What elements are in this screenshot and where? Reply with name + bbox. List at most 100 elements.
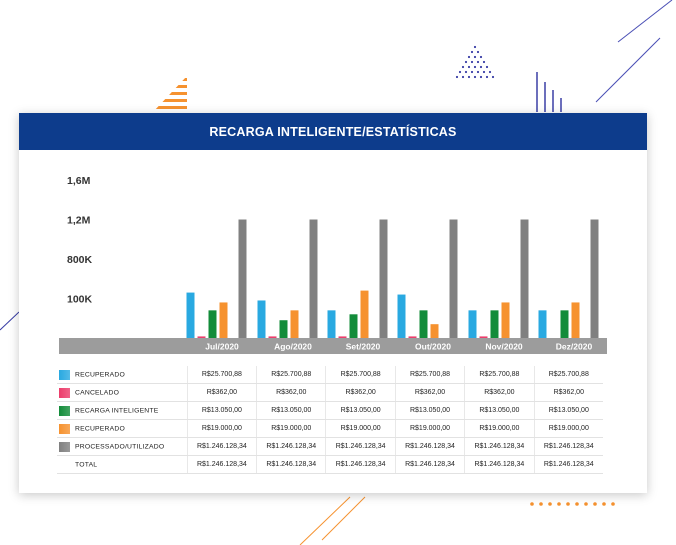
dot-pattern-decoration bbox=[455, 45, 495, 79]
bar bbox=[590, 219, 599, 338]
value-cell: R$1.246.128,34 bbox=[533, 437, 603, 456]
value-cell: R$1.246.128,34 bbox=[186, 437, 257, 456]
value-cell: R$25.700,88 bbox=[186, 366, 257, 384]
bar bbox=[449, 219, 458, 338]
value-cell: R$13.050,00 bbox=[533, 401, 603, 420]
table-row: PROCESSADO/UTILIZADO R$1.246.128,34 R$1.24… bbox=[57, 437, 603, 456]
value-cell: R$19.000,00 bbox=[394, 419, 465, 438]
bar bbox=[408, 336, 417, 338]
value-cell: R$362,00 bbox=[394, 383, 465, 402]
y-tick-label: 1,2M bbox=[67, 215, 91, 227]
bar bbox=[419, 310, 428, 338]
table-row: RECUPERADO R$25.700,88 R$25.700,88 R$25.700… bbox=[57, 366, 603, 384]
row-label-cell: RECUPERADO bbox=[57, 419, 188, 438]
bar bbox=[430, 324, 439, 338]
value-cell: R$25.700,88 bbox=[325, 366, 396, 384]
row-label-cell: TOTAL bbox=[57, 455, 188, 474]
legend-spacer bbox=[59, 460, 70, 470]
bar bbox=[560, 310, 569, 338]
value-cell: R$13.050,00 bbox=[325, 401, 396, 420]
bar bbox=[238, 219, 247, 338]
bar bbox=[571, 302, 580, 338]
value-cell: R$1.246.128,34 bbox=[533, 455, 603, 474]
value-cell: R$1.246.128,34 bbox=[325, 455, 396, 474]
value-cell: R$362,00 bbox=[325, 383, 396, 402]
bar bbox=[338, 336, 347, 338]
bar bbox=[468, 310, 477, 338]
value-cell: R$25.700,88 bbox=[394, 366, 465, 384]
x-tick-label: Ago/2020 bbox=[274, 342, 312, 352]
bar bbox=[219, 302, 228, 338]
y-tick-label: 800K bbox=[67, 254, 93, 266]
bar bbox=[257, 300, 266, 338]
bar bbox=[349, 314, 358, 338]
row-label-cell: PROCESSADO/UTILIZADO bbox=[57, 437, 188, 456]
value-cell: R$362,00 bbox=[464, 383, 535, 402]
table-row: RECARGA INTELIGENTE R$13.050,00 R$13.050,0… bbox=[57, 401, 603, 420]
x-tick-label: Set/2020 bbox=[346, 342, 381, 352]
legend-swatch bbox=[59, 387, 70, 398]
value-cell: R$19.000,00 bbox=[256, 419, 326, 438]
value-cell: R$25.700,88 bbox=[533, 366, 603, 384]
statistics-card: RECARGA INTELIGENTE/ESTATÍSTICAS 100K 800… bbox=[19, 113, 647, 493]
row-label: TOTAL bbox=[75, 461, 98, 468]
y-tick-label: 100K bbox=[67, 294, 93, 306]
data-table: RECUPERADO R$25.700,88 R$25.700,88 R$25.700… bbox=[57, 366, 603, 474]
value-cell: R$362,00 bbox=[533, 383, 603, 402]
card-title: RECARGA INTELIGENTE/ESTATÍSTICAS bbox=[209, 124, 457, 139]
x-tick-label: Dez/2020 bbox=[556, 342, 593, 352]
bar bbox=[538, 310, 547, 338]
value-cell: R$13.050,00 bbox=[464, 401, 535, 420]
row-label: RECUPERADO bbox=[75, 371, 125, 378]
value-cell: R$1.246.128,34 bbox=[464, 455, 535, 474]
value-cell: R$19.000,00 bbox=[325, 419, 396, 438]
orange-dots-decoration bbox=[530, 502, 615, 506]
value-cell: R$19.000,00 bbox=[533, 419, 603, 438]
value-cell: R$1.246.128,34 bbox=[256, 455, 326, 474]
x-tick-label: Nov/2020 bbox=[485, 342, 523, 352]
bar bbox=[268, 336, 277, 338]
bar bbox=[520, 219, 529, 338]
table-row: TOTAL R$1.246.128,34 R$1.246.128,34 R$1.246… bbox=[57, 455, 603, 474]
bar bbox=[290, 310, 299, 338]
bar bbox=[397, 294, 406, 338]
table-row: RECUPERADO R$19.000,00 R$19.000,00 R$19.000… bbox=[57, 419, 603, 438]
legend-swatch bbox=[59, 441, 70, 452]
row-label: RECARGA INTELIGENTE bbox=[75, 407, 159, 414]
row-label: PROCESSADO/UTILIZADO bbox=[75, 443, 165, 450]
row-label-cell: RECARGA INTELIGENTE bbox=[57, 401, 188, 420]
bar bbox=[501, 302, 510, 338]
value-cell: R$13.050,00 bbox=[394, 401, 465, 420]
value-cell: R$362,00 bbox=[186, 383, 257, 402]
value-cell: R$19.000,00 bbox=[186, 419, 257, 438]
value-cell: R$25.700,88 bbox=[464, 366, 535, 384]
table-row: CANCELADO R$362,00 R$362,00 R$362,00 R$362,0… bbox=[57, 383, 603, 402]
value-cell: R$1.246.128,34 bbox=[394, 437, 465, 456]
y-tick-label: 1,6M bbox=[67, 175, 91, 187]
card-header: RECARGA INTELIGENTE/ESTATÍSTICAS bbox=[19, 113, 647, 150]
bar-chart: 100K 800K 1,2M 1,6M Jul/2020 Ago/2020 Set/2020… bbox=[59, 175, 607, 354]
x-tick-label: Out/2020 bbox=[415, 342, 451, 352]
bar bbox=[490, 310, 499, 338]
value-cell: R$1.246.128,34 bbox=[256, 437, 326, 456]
bar bbox=[309, 219, 318, 338]
bar bbox=[208, 310, 217, 338]
row-label: CANCELADO bbox=[75, 389, 120, 396]
x-axis-band bbox=[59, 338, 607, 354]
value-cell: R$362,00 bbox=[256, 383, 326, 402]
value-cell: R$19.000,00 bbox=[464, 419, 535, 438]
legend-swatch bbox=[59, 423, 70, 434]
bar bbox=[360, 290, 369, 338]
value-cell: R$25.700,88 bbox=[256, 366, 326, 384]
value-cell: R$1.246.128,34 bbox=[186, 455, 257, 474]
value-cell: R$1.246.128,34 bbox=[394, 455, 465, 474]
row-label-cell: RECUPERADO bbox=[57, 366, 188, 384]
x-tick-label: Jul/2020 bbox=[205, 342, 239, 352]
legend-swatch bbox=[59, 405, 70, 416]
bar bbox=[327, 310, 336, 338]
value-cell: R$13.050,00 bbox=[256, 401, 326, 420]
legend-swatch bbox=[59, 369, 70, 380]
bar bbox=[197, 336, 206, 338]
striped-triangle-decoration bbox=[153, 78, 187, 109]
